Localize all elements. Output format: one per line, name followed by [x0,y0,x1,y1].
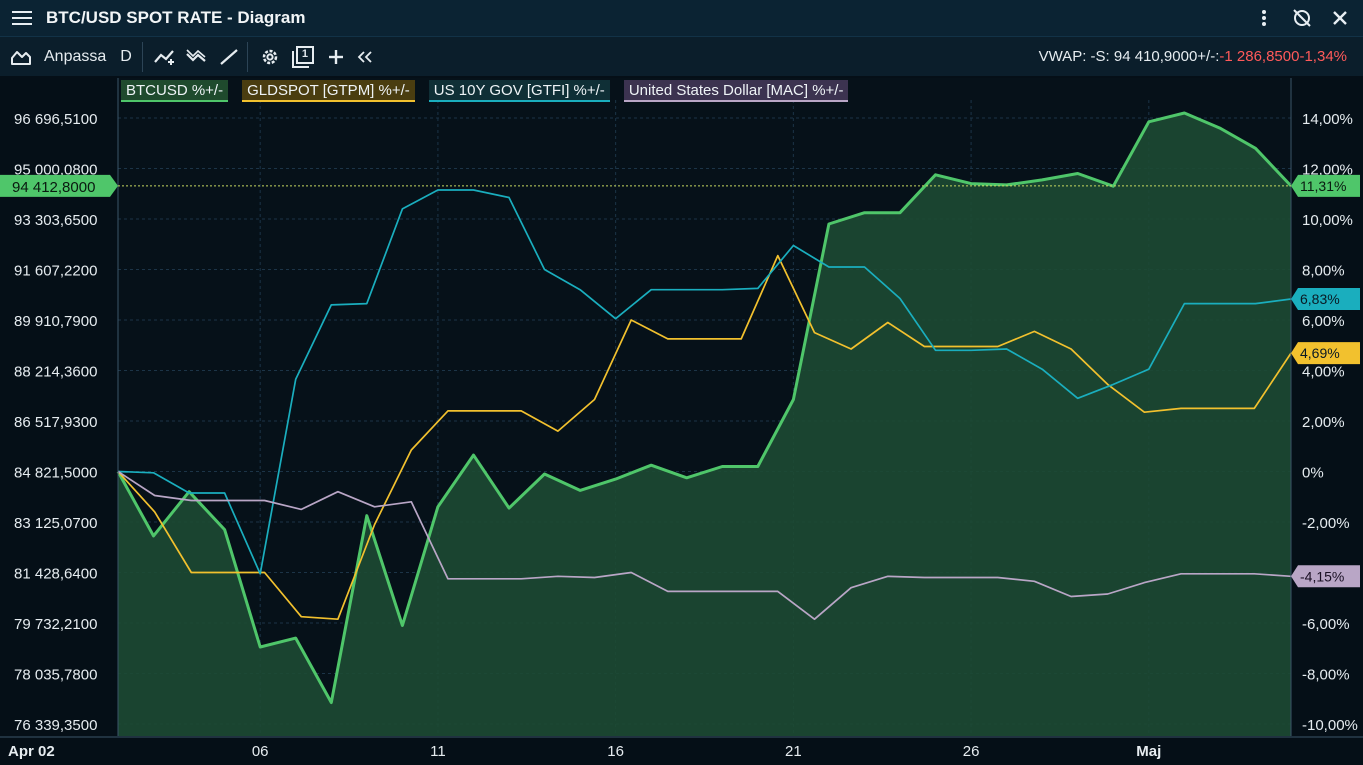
vwap-text: VWAP: - [1038,48,1096,65]
right-axis-tick-label: 14,00% [1302,111,1353,128]
x-axis-tick-label: 06 [252,743,269,760]
left-axis-tick-label: 89 910,7900 [14,313,97,330]
left-axis-tick-label: 76 339,3500 [14,717,97,734]
crosshair-icon[interactable] [324,42,348,72]
end-label-tag [1291,288,1360,311]
right-axis-tick-label: 6,00% [1302,313,1345,330]
x-axis-tick-label: 11 [430,743,446,760]
window-title: BTC/USD SPOT RATE - Diagram [46,8,306,27]
chart-legend: BTCUSD %+/- GLDSPOT [GTPM] %+/- US 10Y G… [121,80,849,102]
unlink-icon[interactable] [1291,7,1313,29]
left-axis-tick-label: 95 000,0800 [14,162,97,179]
close-icon[interactable] [1329,7,1351,29]
current-value-tag: 94 412,8000 [0,174,118,197]
add-indicator-icon[interactable] [153,42,179,72]
right-axis-tick-label: 12,00% [1302,162,1353,179]
right-axis-tick-label: 4,00% [1302,364,1345,381]
end-label-btc: 11,31% [1291,174,1360,197]
series-line-btc [116,111,1293,704]
end-label-tag [1291,342,1360,365]
left-axis-tick-label: 78 035,7800 [14,667,97,684]
end-label-tag [1291,174,1360,197]
right-axis-tick-label: 2,00% [1302,414,1345,431]
left-axis-tick-label: 93 303,6500 [14,212,97,229]
x-axis-tick-label: 16 [607,743,624,760]
right-axis-tick-label: -6,00% [1302,616,1350,633]
change-label: +/-: [1197,48,1220,65]
change-value: -1 286,8500 [1219,48,1300,65]
change-percent: -1,34% [1299,48,1347,65]
x-axis-tick-label: Maj [1136,743,1161,760]
end-label-usd: -4,15% [1291,565,1360,588]
x-axis-tick-label: 21 [785,743,802,760]
toolbar-divider [246,41,248,72]
spot-text: S: 94 410,9000 [1095,48,1198,65]
x-axis-tick-label: Apr 02 [8,743,55,760]
series-area-btc [118,113,1291,736]
end-label-text: 6,83% [1300,291,1340,307]
x-axis-tick-label: 26 [963,743,980,760]
area-chart-icon[interactable] [10,42,32,72]
current-value-tag-shape [0,174,118,197]
end-label-gold: 4,69% [1291,342,1360,365]
series-line-gov [117,189,1292,575]
quote-summary: VWAP: - S: 94 410,9000 +/-: -1 286,8500 -… [1039,37,1347,76]
legend-item-us-10y-gov[interactable]: US 10Y GOV [GTFI] %+/- [428,80,610,102]
right-axis-tick-label: -8,00% [1302,667,1350,684]
legend-item-btcusd[interactable]: BTCUSD %+/- [121,80,229,102]
draw-line-icon[interactable] [217,42,241,72]
left-axis-tick-label: 83 125,0700 [14,515,97,532]
right-axis-tick-label: -10,00% [1302,717,1358,734]
collapse-icon[interactable] [354,42,376,72]
left-axis-tick-label: 84 821,5000 [14,465,97,482]
chart-toolbar: Anpassa D 1 VWAP: - S: 94 410,9000 +/-: -… [0,37,1363,76]
hamburger-menu-icon[interactable] [12,11,32,25]
end-label-text: 11,31% [1300,178,1346,194]
end-label-text: -4,15% [1300,568,1344,584]
end-label-text: 4,69% [1300,345,1340,361]
right-axis-tick-label: 10,00% [1302,212,1353,229]
end-label-gov: 6,83% [1291,288,1360,311]
left-axis-tick-label: 96 696,5100 [14,111,97,128]
left-axis-tick-label: 81 428,6400 [14,566,97,583]
right-axis-tick-label: -2,00% [1302,515,1350,532]
period-button[interactable]: D [120,47,132,65]
legend-item-gldspot[interactable]: GLDSPOT [GTPM] %+/- [242,80,415,102]
left-axis-tick-label: 91 607,2200 [14,263,97,280]
left-axis-tick-label: 88 214,3600 [14,364,97,381]
right-axis-tick-label: 8,00% [1302,263,1345,280]
window-title-bar: BTC/USD SPOT RATE - Diagram [0,0,1363,37]
window-actions [1253,0,1351,36]
right-axis-tick-label: 0% [1302,465,1324,482]
end-label-tag [1291,565,1360,588]
window-number-icon[interactable]: 1 [290,42,316,72]
more-vertical-icon[interactable] [1253,7,1275,29]
customize-button[interactable]: Anpassa [44,47,107,65]
toolbar-divider [141,41,143,72]
window-number: 1 [301,47,308,60]
left-axis-tick-label: 79 732,2100 [14,616,97,633]
current-value-text: 94 412,8000 [12,179,95,196]
legend-item-usd[interactable]: United States Dollar [MAC] %+/- [623,80,849,102]
compare-icon[interactable] [185,42,211,72]
settings-gear-icon[interactable] [258,42,282,72]
left-axis-tick-label: 86 517,9300 [14,414,97,431]
